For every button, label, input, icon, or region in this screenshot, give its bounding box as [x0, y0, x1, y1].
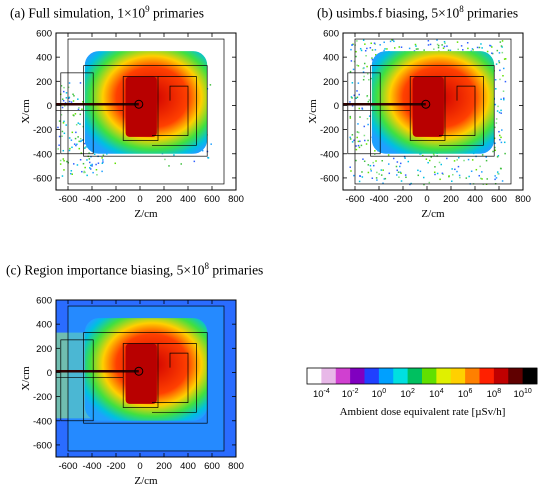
x-tick-label-a: -400 [82, 194, 101, 205]
x-tick-label-a: 400 [180, 194, 196, 205]
colorbar-swatch [393, 368, 409, 384]
y-tick-label-a: 400 [36, 53, 52, 64]
dose-map-b [343, 38, 512, 186]
colorbar-swatch [350, 368, 365, 384]
y-tick-label-c: 600 [36, 296, 52, 307]
x-tick-label-b: 200 [443, 194, 459, 205]
colorbar-tick-label: 106 [458, 388, 473, 400]
panel-a-title: (a) Full simulation, 1×109 primaries [10, 4, 204, 22]
x-axis-label-c: Z/cm [134, 475, 158, 487]
panel-b-title-exp: 8 [459, 4, 464, 14]
x-tick-label-a: -600 [58, 194, 77, 205]
x-axis-label-a: Z/cm [134, 208, 158, 220]
colorbar-tick-label: 10-4 [313, 388, 330, 400]
x-axis-label-b: Z/cm [421, 208, 445, 220]
x-tick-label-c: 800 [228, 461, 244, 472]
y-tick-label-b: 600 [323, 29, 339, 40]
colorbar-swatch [364, 368, 380, 384]
y-tick-label-b: 400 [323, 53, 339, 64]
x-tick-label-b: 800 [515, 194, 531, 205]
y-axis-label-b: X/cm [307, 99, 319, 124]
colorbar-swatch [335, 368, 351, 384]
colorbar-swatch [436, 368, 452, 384]
x-tick-label-b: 600 [491, 194, 507, 205]
y-tick-label-c: 200 [36, 344, 52, 355]
y-axis-label-c: X/cm [20, 366, 32, 391]
panel-a: (a) Full simulation, 1×109 primaries -60… [0, 0, 275, 245]
x-tick-label-b: -600 [345, 194, 364, 205]
colorbar-tick-label: 1010 [513, 388, 531, 400]
colorbar-legend: 10-4 10-2 100 102 104 106 108 1010 [306, 367, 538, 400]
colorbar-swatch [522, 368, 538, 384]
panel-b-title: (b) usimbs.f biasing, 5×108 primaries [317, 4, 518, 22]
x-tick-label-b: 400 [467, 194, 483, 205]
x-tick-label-c: -200 [106, 461, 125, 472]
y-tick-label-a: 200 [36, 77, 52, 88]
colorbar-tick-label: 108 [487, 388, 502, 400]
colorbar-tick-label: 10-2 [342, 388, 359, 400]
colorbar-swatch [422, 368, 437, 384]
y-tick-label-c: 0 [47, 368, 52, 379]
y-tick-label-a: 0 [47, 101, 52, 112]
y-tick-label-b: 200 [323, 77, 339, 88]
colorbar-swatch [465, 368, 480, 384]
panel-c-title-prefix: (c) Region importance biasing, 5×10 [6, 262, 205, 278]
dose-map-c [56, 300, 236, 457]
panel-b-title-prefix: (b) usimbs.f biasing, 5×10 [317, 5, 460, 21]
x-tick-label-b: -200 [393, 194, 412, 205]
y-tick-label-c: -400 [33, 416, 52, 427]
colorbar-swatch [493, 368, 509, 384]
colorbar-swatch [407, 368, 423, 384]
x-tick-label-c: 600 [204, 461, 220, 472]
panel-a-plot: -600 -400 -200 0 200 400 600 8006004002000-200-… [20, 29, 244, 221]
x-tick-label-c: 0 [137, 461, 142, 472]
y-tick-label-b: -600 [320, 173, 339, 184]
x-tick-label-c: 200 [156, 461, 172, 472]
panel-c: (c) Region importance biasing, 5×108 pri… [0, 255, 290, 494]
panel-a-title-suffix: primaries [149, 5, 204, 21]
y-tick-label-c: -200 [33, 392, 52, 403]
dose-map-a [56, 38, 225, 185]
colorbar-swatch [378, 368, 394, 384]
x-tick-label-b: -400 [369, 194, 388, 205]
colorbar-swatch [307, 368, 322, 384]
x-tick-label-c: 400 [180, 461, 196, 472]
y-tick-label-b: -400 [320, 149, 339, 160]
colorbar-title: Ambient dose equivalent rate [µSv/h] [339, 406, 506, 418]
y-tick-label-a: -400 [33, 149, 52, 160]
panel-c-title-suffix: primaries [208, 262, 264, 278]
colorbar-tick-label: 102 [400, 388, 415, 400]
y-tick-label-b: -200 [320, 125, 339, 136]
panel-c-title: (c) Region importance biasing, 5×108 pri… [6, 261, 263, 279]
x-tick-label-a: 0 [137, 194, 142, 205]
panel-c-title-exp: 8 [204, 261, 209, 271]
y-tick-label-a: 600 [36, 29, 52, 40]
colorbar-tick-label: 104 [429, 388, 444, 400]
colorbar-swatch [321, 368, 337, 384]
y-tick-label-a: -600 [33, 173, 52, 184]
x-tick-label-c: -600 [58, 461, 77, 472]
y-axis-label-a: X/cm [20, 99, 32, 124]
colorbar-swatch [508, 368, 524, 384]
y-tick-label-a: -200 [33, 125, 52, 136]
panel-c-plot: -600 -400 -200 0 200 400 600 8006004002000-200-… [20, 296, 244, 488]
panel-a-title-prefix: (a) Full simulation, 1×10 [10, 5, 146, 21]
panel-b-title-suffix: primaries [463, 5, 519, 21]
y-tick-label-b: 0 [334, 101, 339, 112]
x-tick-label-b: 0 [424, 194, 429, 205]
x-tick-label-a: 800 [228, 194, 244, 205]
x-tick-label-c: -400 [82, 461, 101, 472]
colorbar-swatch [450, 368, 466, 384]
panel-a-title-exp: 9 [145, 4, 150, 14]
x-tick-label-a: -200 [106, 194, 125, 205]
panel-b: (b) usimbs.f biasing, 5×108 primaries -6… [285, 0, 550, 245]
colorbar-tick-label: 100 [372, 388, 387, 400]
colorbar-swatch [479, 368, 495, 384]
y-tick-label-c: 400 [36, 320, 52, 331]
x-tick-label-a: 600 [204, 194, 220, 205]
panel-b-plot: -600 -400 -200 0 200 400 600 8006004002000-200-… [307, 29, 531, 221]
x-tick-label-a: 200 [156, 194, 172, 205]
y-tick-label-c: -600 [33, 440, 52, 451]
